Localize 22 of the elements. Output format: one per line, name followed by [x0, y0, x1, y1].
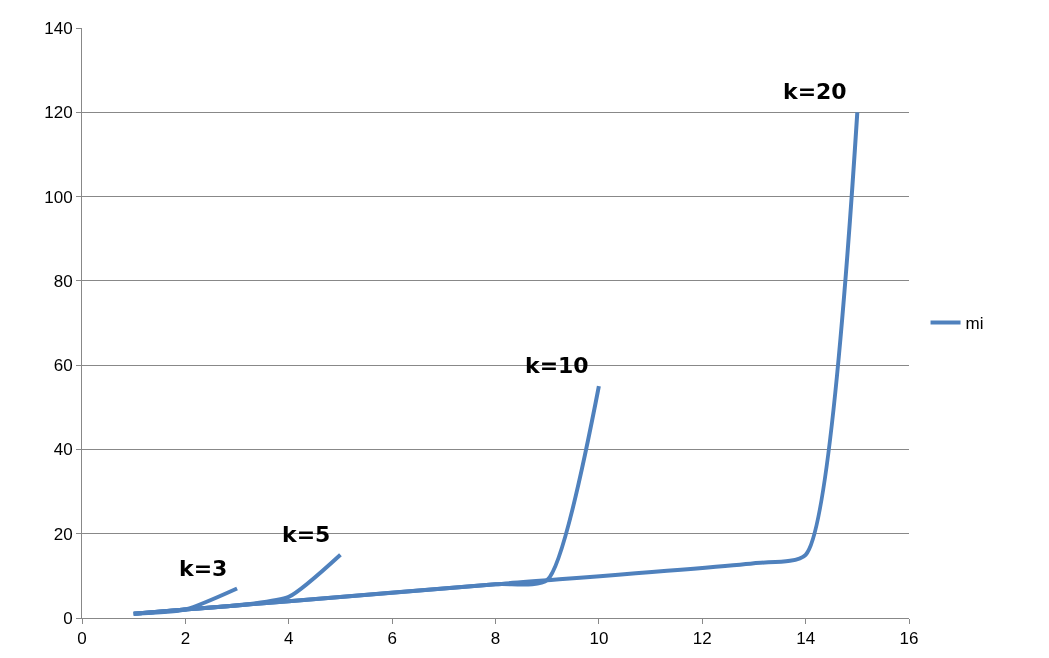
y-tick-label: 20 [53, 524, 73, 544]
annotation: k=10 [525, 353, 589, 378]
legend-label: mi [965, 314, 984, 334]
y-tick-label: 140 [44, 18, 73, 38]
x-tick-label: 8 [490, 629, 501, 649]
y-tick-label: 60 [53, 356, 73, 376]
x-tick-label: 12 [692, 629, 712, 649]
x-tick-label: 14 [796, 629, 816, 649]
annotation: k=5 [282, 522, 331, 547]
x-tick-label: 0 [77, 629, 87, 649]
x-tick-label: 6 [387, 629, 397, 649]
x-tick-label: 10 [589, 629, 609, 649]
y-tick-label: 120 [44, 103, 73, 123]
x-tick-label: 2 [180, 629, 191, 649]
annotation: k=3 [179, 556, 228, 581]
y-tick-label: 80 [53, 271, 73, 291]
annotation: k=20 [783, 79, 847, 104]
y-tick-label: 100 [44, 187, 73, 207]
x-tick-label: 16 [899, 629, 919, 649]
y-tick-label: 40 [53, 440, 73, 460]
y-tick-label: 0 [63, 608, 73, 628]
x-tick-label: 4 [284, 629, 294, 649]
